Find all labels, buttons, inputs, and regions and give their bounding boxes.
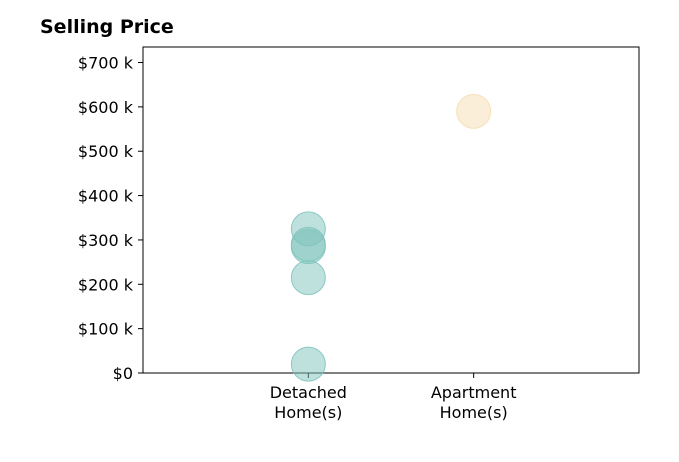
y-tick-label: $600 k xyxy=(78,98,134,117)
plot-frame xyxy=(142,46,640,374)
data-point xyxy=(290,346,326,382)
data-point xyxy=(456,93,492,129)
data-point xyxy=(290,211,326,247)
y-tick-label: $300 k xyxy=(78,231,134,250)
y-tick-label: $100 k xyxy=(78,320,134,339)
y-tick-label: $400 k xyxy=(78,187,134,206)
y-tick-label: $700 k xyxy=(78,54,134,73)
data-point xyxy=(290,260,326,296)
y-tick-label: $500 k xyxy=(78,142,134,161)
x-tick-label: Apartment Home(s) xyxy=(431,383,517,422)
chart-title: Selling Price xyxy=(40,16,174,38)
y-tick-label: $0 xyxy=(113,364,133,383)
y-tick-label: $200 k xyxy=(78,275,134,294)
x-tick-label: Detached Home(s) xyxy=(270,383,347,422)
